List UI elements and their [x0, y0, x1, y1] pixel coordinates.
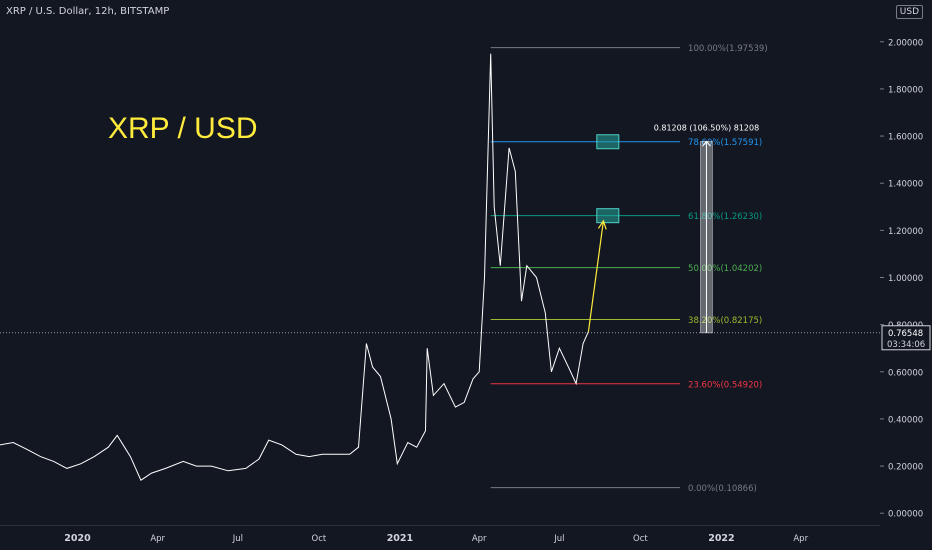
- target-box: [596, 208, 620, 224]
- x-tick-label: 2021: [387, 533, 413, 544]
- x-tick-label: Apr: [472, 534, 487, 544]
- price-line: [0, 53, 589, 481]
- symbol-header[interactable]: XRP / U.S. Dollar, 12h, BITSTAMP: [6, 6, 170, 17]
- target-box: [596, 134, 620, 150]
- y-tick-label: 1.40000: [888, 180, 923, 190]
- x-axis[interactable]: 2020 Apr Jul Oct 2021 Apr Jul Oct 2022 Apr: [0, 525, 932, 550]
- arrow-head: [597, 219, 607, 230]
- overlay-title: XRP / USD: [108, 112, 258, 145]
- fib-level-label: 38.20%(0.82175): [688, 316, 762, 326]
- x-tick-label: Apr: [150, 534, 165, 544]
- x-tick-label: 2020: [64, 533, 91, 544]
- x-tick-label: Oct: [312, 534, 327, 544]
- y-tick-label: 0.60000: [888, 368, 923, 378]
- fib-level-label: 78.60%(1.57591): [688, 138, 762, 148]
- y-axis[interactable]: 0.000000.200000.400000.600000.800001.000…: [880, 0, 932, 550]
- y-tick-label: 1.00000: [888, 274, 923, 284]
- measure-label: 0.81208 (106.50%) 81208: [654, 123, 759, 132]
- annotations[interactable]: 0.81208 (106.50%) 81208: [587, 123, 759, 334]
- y-tick-label: 0.20000: [888, 463, 923, 473]
- x-tick-label: Jul: [553, 534, 564, 544]
- y-tick-label: 0.40000: [888, 415, 923, 425]
- x-tick-label: Jul: [232, 534, 243, 544]
- fib-level-label: 50.00%(1.04202): [688, 264, 762, 274]
- x-tick-label: Apr: [793, 534, 808, 544]
- last-price-box: [881, 325, 931, 351]
- measure-arrow: [702, 140, 711, 147]
- y-axis-bg: [880, 0, 932, 550]
- x-axis-bg: [0, 525, 932, 550]
- currency-badge[interactable]: USD: [895, 5, 923, 19]
- last-price-label: 0.76548: [888, 329, 923, 339]
- fib-level-label: 23.60%(0.54920): [688, 380, 762, 390]
- y-tick-label: 1.20000: [888, 227, 923, 237]
- countdown-label: 03:34:06: [887, 340, 925, 350]
- x-tick-label: Oct: [633, 534, 648, 544]
- y-tick-label: 1.80000: [888, 85, 923, 95]
- fib-level-label: 61.80%(1.26230): [688, 212, 762, 222]
- fibonacci-retracement[interactable]: 100.00%(1.97539) 78.60%(1.57591) 61.80%(1.…: [0, 44, 880, 494]
- arrow-line: [587, 220, 604, 332]
- x-tick-label: 2022: [708, 533, 734, 544]
- fib-level-label: 0.00%(0.10866): [688, 484, 757, 494]
- fib-level-label: 100.00%(1.97539): [688, 44, 768, 54]
- y-tick-label: 2.00000: [888, 38, 923, 48]
- y-tick-label: 1.60000: [888, 133, 923, 143]
- y-tick-label: 0.00000: [888, 510, 923, 520]
- price-series: [0, 53, 589, 481]
